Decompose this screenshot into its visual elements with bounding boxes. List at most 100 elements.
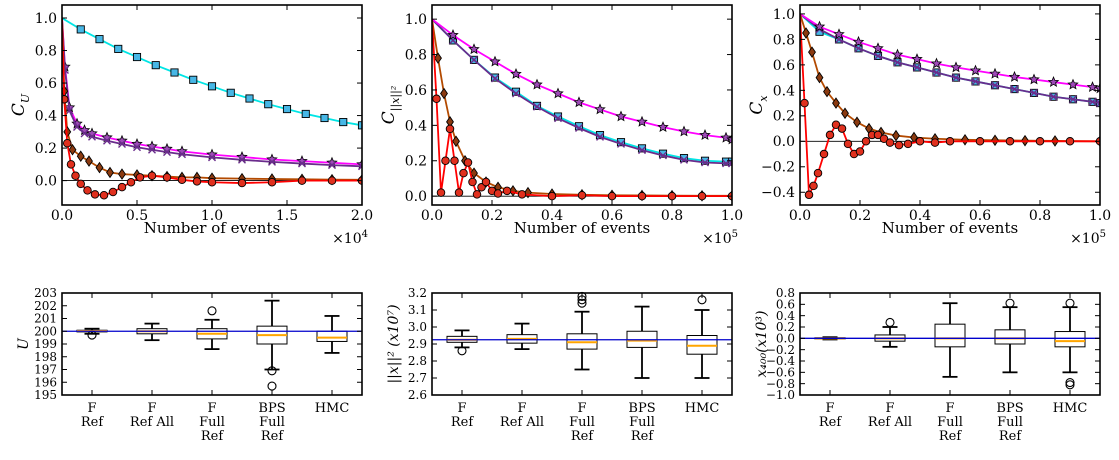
- circle-marker: [813, 168, 823, 178]
- diamond-marker: [991, 134, 999, 147]
- series-line: [432, 18, 732, 141]
- x-tick-label: 2.0: [351, 208, 373, 224]
- x-marker: [118, 140, 126, 149]
- circle-marker: [63, 138, 72, 148]
- series-line: [800, 13, 1100, 90]
- square-marker: [226, 88, 235, 97]
- series-line: [432, 19, 732, 198]
- box-2: [196, 306, 228, 351]
- diamond-marker: [808, 46, 816, 58]
- x-tick-label: 0.0: [51, 208, 73, 224]
- circle-marker: [477, 183, 486, 192]
- star-marker: [594, 103, 606, 115]
- category-label: Full: [997, 415, 1023, 430]
- star-marker: [531, 78, 543, 90]
- circle-marker: [135, 173, 145, 182]
- circle-marker: [697, 191, 707, 201]
- x-marker: [88, 132, 96, 141]
- y-tick-label: 0.2: [776, 320, 795, 334]
- star-marker: [657, 121, 669, 133]
- x-marker: [208, 153, 216, 162]
- diamond-marker: [823, 85, 831, 98]
- y-tick-label: 0.0: [405, 189, 427, 205]
- category-label: Ref: [81, 415, 104, 430]
- x-marker: [178, 150, 186, 159]
- y-tick-label: −0.2: [766, 343, 795, 357]
- series-line: [800, 13, 1100, 143]
- x-marker: [932, 68, 941, 77]
- category-label: F: [207, 401, 216, 416]
- circle-marker: [861, 137, 871, 146]
- star-marker: [510, 67, 522, 79]
- x-tick-label: 0.8: [661, 208, 683, 224]
- x-marker: [1088, 97, 1097, 106]
- x-tick-label: 1.0: [1089, 208, 1111, 224]
- x-tick-label: 0.0: [421, 208, 443, 224]
- series-line: [432, 18, 732, 163]
- y-axis-label-main: C: [379, 111, 399, 124]
- x-marker: [268, 157, 276, 166]
- circle-marker: [147, 171, 157, 180]
- x-marker: [358, 162, 362, 171]
- x-marker: [659, 151, 667, 160]
- x-marker: [971, 77, 980, 86]
- diamond-marker: [524, 186, 532, 199]
- square-marker: [170, 68, 179, 77]
- box-3: [256, 299, 288, 391]
- x-exponent-power: 5: [1100, 229, 1106, 240]
- x-exponent-mult: ×10: [332, 231, 362, 247]
- category-label: Ref: [261, 429, 284, 444]
- diamond-marker: [434, 52, 442, 64]
- flier: [577, 298, 587, 308]
- y-axis-label-sub: ||x||²: [389, 86, 403, 111]
- square-marker: [282, 105, 292, 114]
- y-axis-label-sub: U: [19, 93, 32, 103]
- circle-marker: [879, 134, 889, 144]
- x-marker: [991, 81, 999, 90]
- circle-marker: [327, 176, 337, 185]
- box-4: [686, 295, 718, 379]
- category-label: Ref: [201, 429, 224, 444]
- flier: [207, 306, 217, 316]
- circle-marker: [468, 177, 477, 187]
- series-star: [62, 17, 362, 170]
- circle-marker: [517, 190, 527, 199]
- category-label: Full: [569, 415, 595, 430]
- star-marker: [552, 87, 564, 99]
- series-line: [62, 17, 362, 168]
- star-marker: [699, 129, 711, 140]
- y-tick-label: 0.8: [773, 32, 795, 48]
- diamond-marker: [440, 87, 448, 100]
- x-marker: [328, 161, 336, 170]
- circle-marker: [637, 191, 647, 201]
- star-marker: [678, 125, 690, 137]
- chart-bottom-right: −1.0−0.8−0.6−0.4−0.20.00.20.40.60.8FRefF…: [754, 286, 1101, 444]
- circle-marker: [1005, 137, 1015, 146]
- circle-marker: [843, 139, 853, 149]
- circle-marker: [454, 188, 464, 197]
- series-x: [62, 17, 362, 171]
- chart-top-left: 0.0 0.5 1.0 1.5 2.00.00.20.40.60.81.0Number …: [9, 4, 373, 247]
- star-marker: [989, 67, 1001, 79]
- flier: [267, 366, 277, 376]
- circle-marker: [607, 191, 617, 201]
- x-tick-label: 0.6: [969, 208, 991, 224]
- star-marker: [930, 57, 943, 69]
- circle-marker: [1035, 137, 1045, 146]
- y-tick-label: 198: [34, 350, 57, 364]
- square-marker: [132, 52, 142, 62]
- square-marker: [320, 113, 329, 123]
- x-marker: [533, 102, 541, 111]
- star-marker: [872, 42, 884, 54]
- y-tick-label: −0.8: [766, 377, 795, 391]
- series-line: [62, 17, 362, 127]
- y-tick-label: 199: [34, 337, 57, 351]
- circle-marker: [99, 190, 109, 200]
- x-tick-label: 0.2: [481, 208, 503, 224]
- x-tick-label: 1.5: [276, 208, 298, 224]
- y-tick-label: 0.8: [405, 47, 427, 63]
- diamond-marker: [106, 166, 114, 179]
- category-label: Full: [199, 415, 225, 430]
